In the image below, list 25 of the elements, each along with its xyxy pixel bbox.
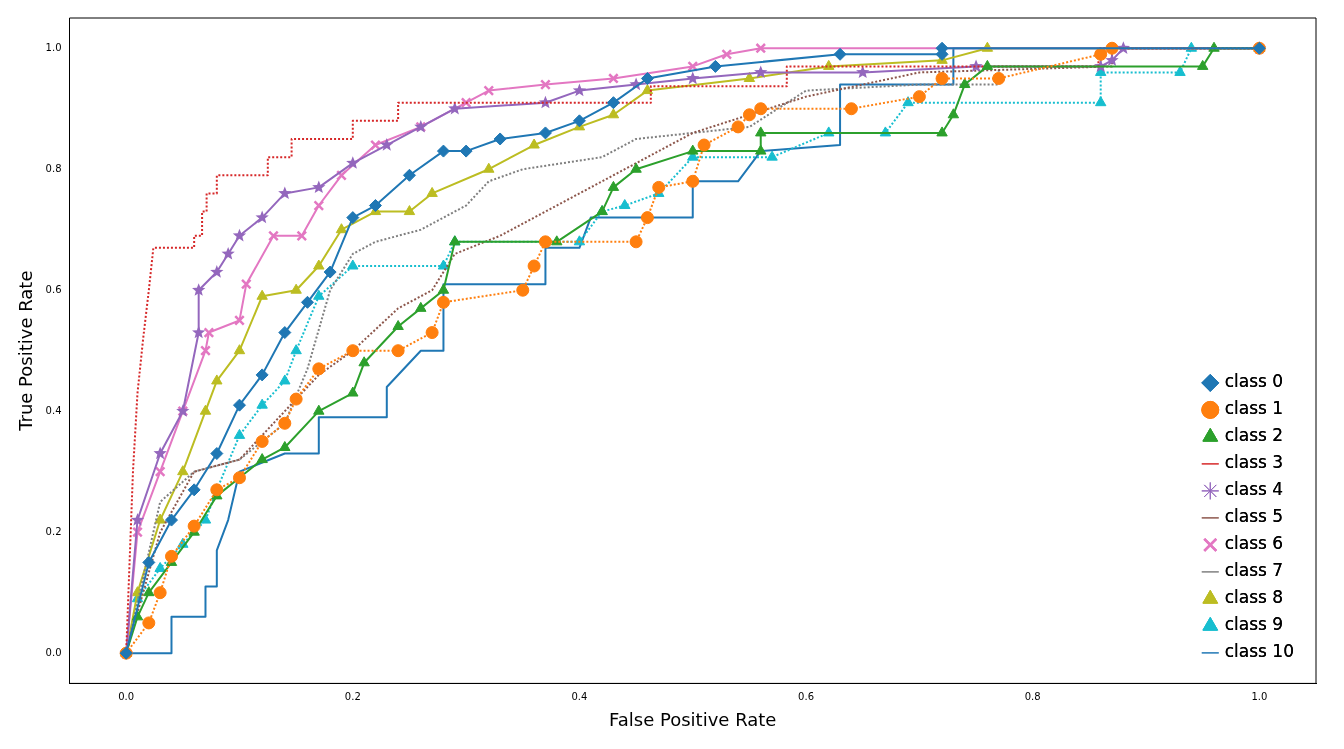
legend-label: class 8 — [1224, 587, 1284, 608]
legend-label: class 2 — [1224, 425, 1284, 446]
legend-label: class 9 — [1224, 614, 1284, 635]
legend-label: class 1 — [1224, 398, 1284, 419]
legend-label: class 10 — [1224, 641, 1295, 662]
x-axis-title: False Positive Rate — [609, 708, 777, 730]
x-tick-label: 0.8 — [1024, 690, 1041, 702]
legend-label: class 3 — [1224, 452, 1284, 473]
legend-label: class 6 — [1224, 533, 1284, 554]
legend-label: class 5 — [1224, 506, 1284, 527]
x-tick-label: 0.6 — [798, 690, 815, 702]
x-tick-label: 0.2 — [344, 690, 361, 702]
y-tick-label: 0.2 — [45, 525, 62, 537]
y-tick-label: 1.0 — [45, 41, 62, 53]
x-tick-label: 0.4 — [571, 690, 588, 702]
x-tick-label: 1.0 — [1251, 690, 1268, 702]
legend-label: class 7 — [1224, 560, 1284, 581]
y-axis-title: True Positive Rate — [15, 270, 37, 432]
legend-label: class 0 — [1224, 371, 1284, 392]
y-tick-label: 0.6 — [45, 283, 62, 295]
y-tick-label: 0.4 — [45, 404, 62, 416]
y-tick-label: 0.0 — [45, 646, 62, 658]
y-tick-label: 0.8 — [45, 162, 62, 174]
x-tick-label: 0.0 — [118, 690, 135, 702]
legend-label: class 4 — [1224, 479, 1284, 500]
